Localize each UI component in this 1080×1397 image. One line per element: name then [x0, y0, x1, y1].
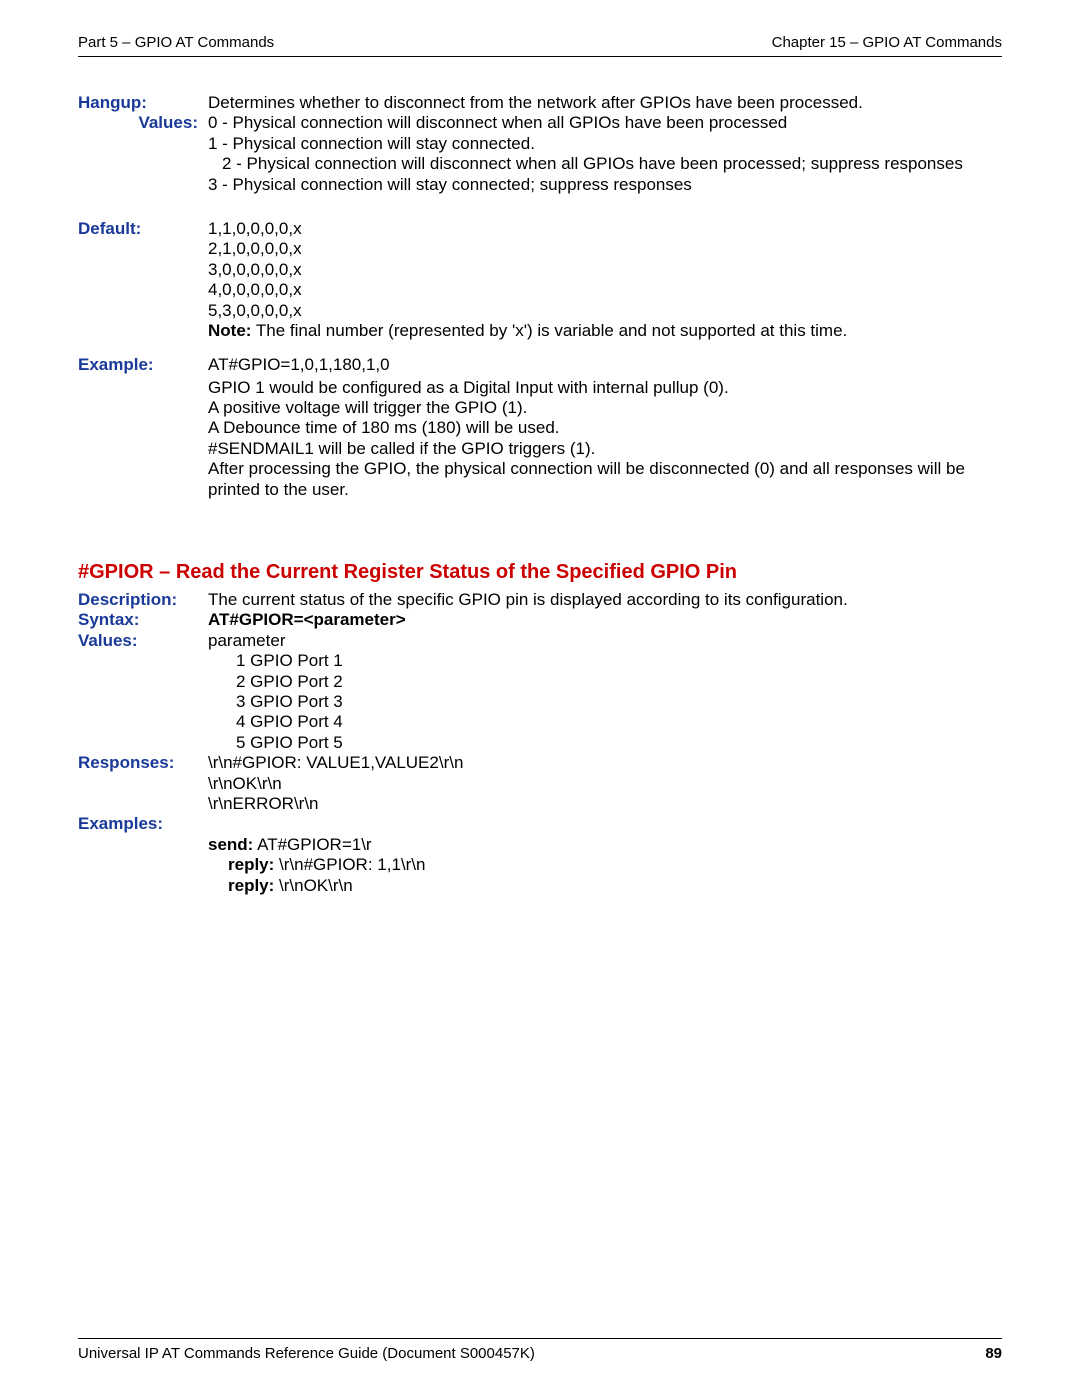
gpior-value-3: 4 GPIO Port 4: [208, 712, 1002, 732]
gpior-value-0: 1 GPIO Port 1: [208, 651, 1002, 671]
example-line-1: A positive voltage will trigger the GPIO…: [208, 398, 1002, 418]
hangup-value-3: 3 - Physical connection will stay connec…: [208, 175, 1002, 195]
page-header: Part 5 – GPIO AT Commands Chapter 15 – G…: [78, 34, 1002, 57]
example-label: Example:: [78, 355, 208, 375]
reply1-bold: reply:: [228, 855, 274, 874]
hangup-desc: Determines whether to disconnect from th…: [208, 93, 1002, 113]
default-label: Default:: [78, 219, 208, 239]
send-bold: send:: [208, 835, 253, 854]
hangup-values: 0 - Physical connection will disconnect …: [208, 113, 1002, 195]
gpior-response-2: \r\nERROR\r\n: [208, 794, 1002, 814]
gpior-values-head: parameter: [208, 631, 1002, 651]
hangup-label: Hangup:: [78, 93, 208, 113]
gpior-examples-row: Examples:: [78, 814, 1002, 834]
reply2-text: \r\nOK\r\n: [274, 876, 352, 895]
gpior-syntax-row: Syntax: AT#GPIOR=<parameter>: [78, 610, 1002, 630]
reply2-bold: reply:: [228, 876, 274, 895]
default-line-1: 2,1,0,0,0,0,x: [208, 239, 1002, 259]
default-line-4: 5,3,0,0,0,0,x: [208, 301, 1002, 321]
default-content: 1,1,0,0,0,0,x 2,1,0,0,0,0,x 3,0,0,0,0,0,…: [208, 219, 1002, 341]
note-text: The final number (represented by 'x') is…: [251, 321, 847, 340]
example-line-0: GPIO 1 would be configured as a Digital …: [208, 378, 1002, 398]
example-line-2: A Debounce time of 180 ms (180) will be …: [208, 418, 1002, 438]
hangup-section: Hangup: Determines whether to disconnect…: [78, 93, 1002, 195]
default-line-3: 4,0,0,0,0,0,x: [208, 280, 1002, 300]
default-note: Note: The final number (represented by '…: [208, 321, 1002, 341]
gpior-reply2-line: reply: \r\nOK\r\n: [208, 876, 1002, 896]
gpior-send-line: send: AT#GPIOR=1\r: [208, 835, 1002, 855]
header-left: Part 5 – GPIO AT Commands: [78, 34, 274, 52]
default-section: Default: 1,1,0,0,0,0,x 2,1,0,0,0,0,x 3,0…: [78, 219, 1002, 341]
header-right: Chapter 15 – GPIO AT Commands: [772, 34, 1002, 52]
gpior-heading: #GPIOR – Read the Current Register Statu…: [78, 560, 1002, 584]
reply1-text: \r\n#GPIOR: 1,1\r\n: [274, 855, 425, 874]
gpior-syntax-label: Syntax:: [78, 610, 208, 630]
gpior-syntax: AT#GPIOR=<parameter>: [208, 610, 1002, 630]
example-line-3: #SENDMAIL1 will be called if the GPIO tr…: [208, 439, 1002, 459]
gpior-description: The current status of the specific GPIO …: [208, 590, 1002, 610]
footer-left: Universal IP AT Commands Reference Guide…: [78, 1345, 535, 1363]
example-line-4: After processing the GPIO, the physical …: [208, 459, 1002, 500]
note-bold: Note:: [208, 321, 251, 340]
example-cmd: AT#GPIO=1,0,1,180,1,0: [208, 355, 1002, 375]
default-line-0: 1,1,0,0,0,0,x: [208, 219, 1002, 239]
gpior-description-label: Description:: [78, 590, 208, 610]
gpior-values-content: parameter 1 GPIO Port 1 2 GPIO Port 2 3 …: [208, 631, 1002, 753]
gpior-examples-content: [208, 814, 1002, 834]
example-section: Example: AT#GPIO=1,0,1,180,1,0 GPIO 1 wo…: [78, 355, 1002, 500]
default-line-2: 3,0,0,0,0,0,x: [208, 260, 1002, 280]
gpior-response-1: \r\nOK\r\n: [208, 774, 1002, 794]
gpior-values-row: Values: parameter 1 GPIO Port 1 2 GPIO P…: [78, 631, 1002, 753]
hangup-value-0: 0 - Physical connection will disconnect …: [208, 113, 1002, 133]
example-content: AT#GPIO=1,0,1,180,1,0 GPIO 1 would be co…: [208, 355, 1002, 500]
hangup-value-1: 1 - Physical connection will stay connec…: [208, 134, 1002, 154]
gpior-responses-row: Responses: \r\n#GPIOR: VALUE1,VALUE2\r\n…: [78, 753, 1002, 814]
send-text: AT#GPIOR=1\r: [253, 835, 371, 854]
hangup-values-label: Values:: [78, 113, 208, 133]
footer-page-number: 89: [985, 1345, 1002, 1363]
gpior-value-2: 3 GPIO Port 3: [208, 692, 1002, 712]
gpior-reply1-line: reply: \r\n#GPIOR: 1,1\r\n: [208, 855, 1002, 875]
gpior-value-4: 5 GPIO Port 5: [208, 733, 1002, 753]
gpior-value-1: 2 GPIO Port 2: [208, 672, 1002, 692]
gpior-description-row: Description: The current status of the s…: [78, 590, 1002, 610]
gpior-response-0: \r\n#GPIOR: VALUE1,VALUE2\r\n: [208, 753, 1002, 773]
page-footer: Universal IP AT Commands Reference Guide…: [78, 1338, 1002, 1363]
hangup-value-2: 2 - Physical connection will disconnect …: [208, 154, 1002, 174]
gpior-responses-content: \r\n#GPIOR: VALUE1,VALUE2\r\n \r\nOK\r\n…: [208, 753, 1002, 814]
gpior-responses-label: Responses:: [78, 753, 208, 773]
gpior-examples-body: send: AT#GPIOR=1\r reply: \r\n#GPIOR: 1,…: [78, 835, 1002, 896]
gpior-values-label: Values:: [78, 631, 208, 651]
gpior-examples-label: Examples:: [78, 814, 208, 834]
